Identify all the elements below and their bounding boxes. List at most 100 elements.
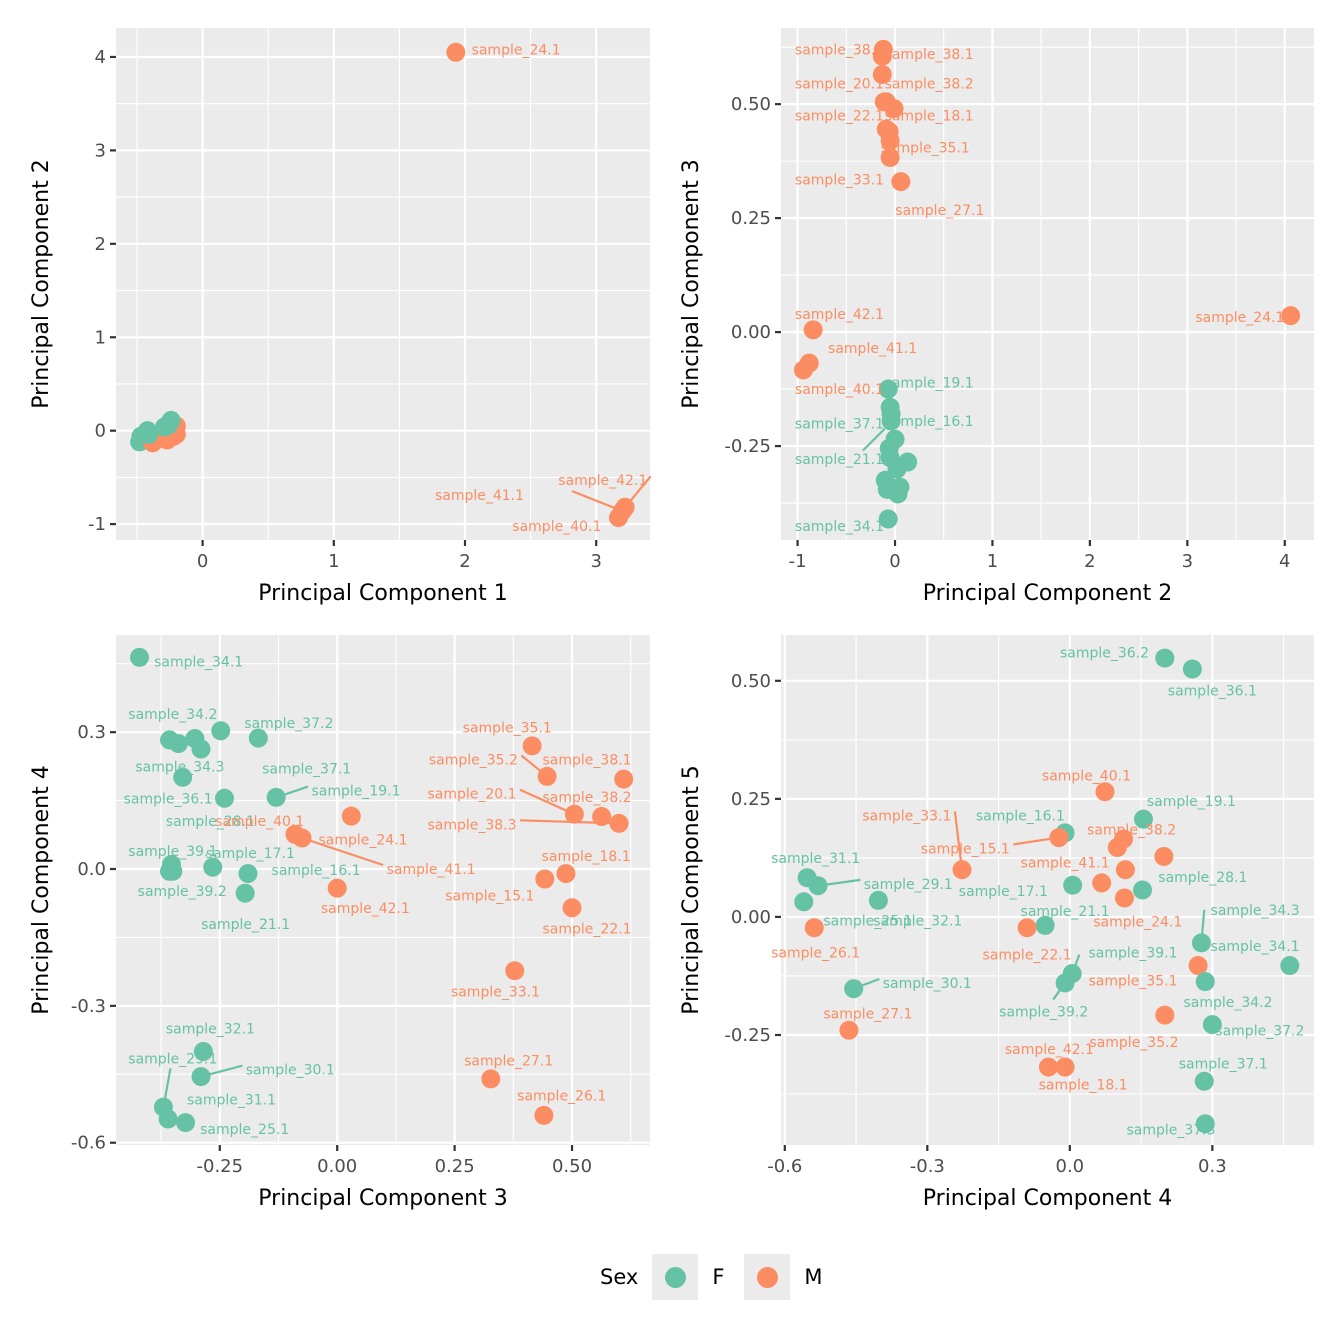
point-label: sample_16.1 [272, 863, 361, 879]
point-label: sample_20.1 [795, 77, 884, 93]
point-label: sample_24.1 [319, 832, 408, 848]
point-sample_41.1 [1115, 860, 1135, 880]
point-sample_36.1 [173, 767, 193, 787]
y-axis-title: Principal Component 4 [29, 765, 54, 1014]
point-label: sample_18.1 [1039, 1078, 1128, 1094]
point-sample_40.1 [1095, 782, 1115, 802]
point-sample_33.1 [952, 860, 972, 880]
point-label: sample_24.1 [472, 42, 561, 58]
point-sample_17.1 [203, 857, 223, 877]
point-label: sample_41.1 [828, 341, 917, 357]
point-label: sample_19.1 [1147, 794, 1236, 810]
point-label: sample_34.1 [154, 654, 243, 670]
point-label: sample_22.1 [543, 921, 632, 937]
point-label: sample_37.2 [1215, 1023, 1304, 1039]
point-label: sample_34.1 [795, 519, 884, 535]
point-sample_39.2 [163, 861, 183, 881]
point-label: sample_29.1 [864, 877, 953, 893]
point-label: sample_35.2 [1089, 1035, 1178, 1051]
y-tick-label: 0.0 [77, 859, 106, 880]
point-label: sample_38.2 [885, 77, 974, 93]
y-tick-label: 0.00 [731, 322, 771, 343]
point-label: sample_36.2 [1060, 645, 1149, 661]
point-sample_31.1 [158, 1109, 178, 1129]
point-label: sample_26.1 [771, 945, 860, 961]
point-label: sample_38.1 [885, 47, 974, 63]
point-p3 [168, 734, 188, 754]
point-label: sample_15.1 [921, 841, 1010, 857]
point-label: sample_22.1 [795, 109, 884, 125]
point-label: sample_34.2 [1183, 995, 1272, 1011]
point-sample_19.1 [266, 787, 286, 807]
x-axis-title: Principal Component 3 [258, 1186, 507, 1211]
point-sample_40.1 [609, 508, 629, 528]
point-label: sample_37.1 [795, 416, 884, 432]
legend-dot-f [664, 1266, 686, 1288]
point-sample_20.1 [564, 804, 584, 824]
legend-label-m: M [804, 1265, 823, 1289]
y-tick-label: 0 [95, 421, 106, 442]
point-labels: sample_34.1 sample_34.2 sample_34.3 sample_… [124, 654, 632, 1138]
y-tick-label: 1 [95, 327, 106, 348]
point-sample_19.1 [878, 379, 898, 399]
x-tick-label: 1 [328, 551, 339, 572]
point-label: sample_42.1 [1005, 1042, 1094, 1058]
point-p20 [794, 892, 814, 912]
point-g9 [887, 459, 907, 479]
point-label: sample_16.1 [976, 808, 1065, 824]
point-sample_36.2 [1155, 648, 1175, 668]
point-label: sample_34.2 [128, 707, 217, 723]
point-label: sample_19.1 [885, 375, 974, 391]
label-segment [862, 427, 886, 452]
point-sample_22.1 [562, 898, 582, 918]
point-sample_26.1 [804, 918, 824, 938]
point-label: sample_36.1 [1168, 683, 1257, 699]
y-axis-title: Principal Component 2 [29, 159, 54, 408]
point-label: sample_39.2 [999, 1004, 1088, 1020]
point-label: sample_35.2 [429, 753, 518, 769]
point-label: sample_29.1 [128, 1051, 217, 1067]
x-tick-label: 2 [1084, 551, 1095, 572]
point-sample_16.1 [881, 411, 901, 431]
point-sample_42.1 [327, 878, 347, 898]
point-sample_30.1 [191, 1067, 211, 1087]
point-label: sample_42.1 [321, 901, 410, 917]
point-label: sample_42.1 [558, 473, 647, 489]
point-label: sample_37.3 [1126, 1122, 1215, 1138]
point-label: sample_40.1 [512, 519, 601, 535]
point-sample_30.1 [844, 979, 864, 999]
point-label: sample_40.1 [795, 382, 884, 398]
point-sample_15.1 [1049, 828, 1069, 848]
point-label: sample_27.1 [895, 203, 984, 219]
point-label: sample_16.1 [885, 414, 974, 430]
x-tick-label: 4 [1279, 551, 1290, 572]
point-label: sample_41.1 [435, 488, 524, 504]
point-sample_21.1 [1035, 915, 1055, 935]
legend-label-f: F [712, 1265, 725, 1289]
point-label: sample_30.1 [246, 1063, 335, 1079]
point-sample_24.1 [446, 42, 466, 62]
point-sample_27.1 [481, 1069, 501, 1089]
point-sample_27.1 [839, 1020, 859, 1040]
point-sample_35.1 [880, 131, 900, 151]
point-label: sample_17.1 [959, 884, 1048, 900]
point-label: sample_33.1 [795, 172, 884, 188]
point-sample_41.1 [292, 828, 312, 848]
point-sample_33.1 [505, 961, 525, 981]
point-label: sample_31.1 [771, 851, 860, 867]
point-label: sample_38.3 [795, 42, 884, 58]
point-label: sample_39.2 [138, 884, 227, 900]
point-sample_37.1 [248, 728, 268, 748]
point-sample_37.1 [1194, 1071, 1214, 1091]
point-sample_26.1 [534, 1105, 554, 1125]
point-label: sample_32.1 [166, 1022, 255, 1038]
label-segments [862, 427, 886, 452]
y-tick-label: 0.50 [731, 671, 771, 692]
point-label: sample_21.1 [795, 452, 884, 468]
point-p9 [1107, 838, 1127, 857]
point-label: sample_15.1 [445, 888, 534, 904]
y-tick-label: 4 [95, 47, 106, 68]
point-label: sample_22.1 [983, 948, 1072, 964]
